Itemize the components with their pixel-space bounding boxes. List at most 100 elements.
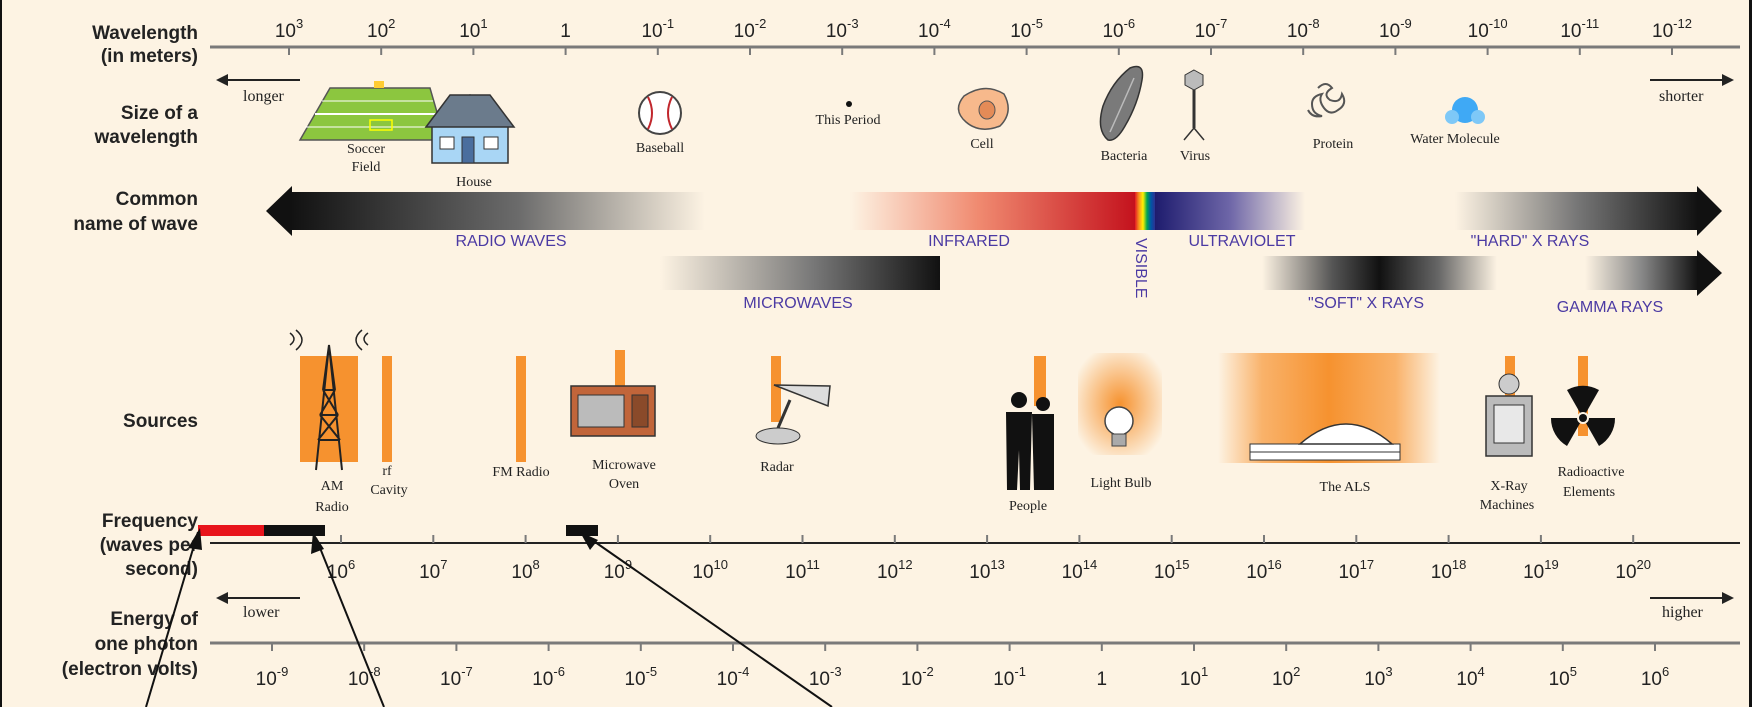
protein-illustration: Protein	[1307, 83, 1353, 152]
energy-tick-label: 10-1	[993, 664, 1026, 690]
fm-radio-label: FM Radio	[492, 465, 549, 480]
ultraviolet-label: ULTRAVIOLET	[1189, 233, 1296, 250]
people-source: People	[1006, 356, 1054, 514]
frequency-tick-label: 1014	[1062, 557, 1098, 583]
frequency-label-line2: (waves per	[100, 535, 199, 556]
energy-tick-label: 103	[1364, 664, 1392, 690]
frequency-tick-label: 1019	[1523, 557, 1559, 583]
protein-label: Protein	[1313, 137, 1353, 152]
am-radio-label-line1: AM	[321, 479, 344, 494]
gamma-rays-label: GAMMA RAYS	[1557, 299, 1663, 316]
common-name-label-line1: Common	[116, 189, 198, 210]
frequency-tick-label: 1010	[692, 557, 728, 583]
wavelength-tick-label: 1	[560, 21, 571, 42]
visible-band: VISIBLE	[1132, 192, 1155, 298]
common-name-label-line2: name of wave	[73, 214, 198, 235]
ultraviolet-band: ULTRAVIOLET	[1155, 192, 1305, 250]
microwave-oven-source: Microwave Oven	[570, 350, 656, 492]
highlight-bar-red	[198, 525, 264, 536]
soccer-field-label-line2: Field	[352, 160, 381, 175]
energy-tick-label: 10-3	[809, 664, 842, 690]
x-ray-machines-label-line2: Machines	[1480, 498, 1534, 513]
radio-waves-label: RADIO WAVES	[455, 233, 566, 250]
sources-label: Sources	[123, 411, 198, 432]
radioactive-elements-label-line2: Elements	[1563, 485, 1615, 500]
microwaves-band: MICROWAVES	[660, 256, 940, 312]
soft-x-rays-band: "SOFT" X RAYS	[1262, 256, 1497, 312]
wavelength-tick-label: 101	[459, 16, 487, 42]
wavelength-tick-label: 10-12	[1652, 16, 1692, 42]
frequency-tick-label: 1020	[1615, 557, 1651, 583]
pointer-line-2	[315, 537, 385, 707]
this-period-label: This Period	[816, 113, 881, 128]
energy-tick-label: 102	[1272, 664, 1300, 690]
radar-label: Radar	[760, 460, 794, 475]
wavelength-tick-label: 10-7	[1195, 16, 1228, 42]
this-period-illustration: This Period	[816, 101, 881, 128]
energy-label-line1: Energy of	[110, 609, 198, 630]
soccer-field-illustration: Soccer Field	[298, 81, 446, 175]
longer-label: longer	[243, 88, 285, 105]
virus-label: Virus	[1180, 149, 1210, 164]
energy-label-line2: one photon	[95, 634, 198, 655]
people-label: People	[1009, 499, 1047, 514]
cell-illustration: Cell	[957, 87, 1009, 152]
row-labels: Wavelength (in meters) Size of a wavelen…	[62, 23, 199, 680]
wavelength-tick-label: 10-6	[1102, 16, 1135, 42]
energy-tick-labels: 10-9 10-8 10-7 10-6 10-5 10-4 10-3 10-2 10-1 1 101…	[256, 643, 1669, 690]
als-source: The ALS	[1218, 353, 1440, 495]
frequency-tick-label: 1016	[1246, 557, 1282, 583]
infrared-band: INFRARED	[850, 192, 1135, 250]
wavelength-tick-label: 103	[275, 16, 303, 42]
wavelength-tick-label: 10-5	[1010, 16, 1043, 42]
als-label: The ALS	[1320, 480, 1371, 495]
soccer-field-label-line1: Soccer	[347, 142, 385, 157]
frequency-tick-label: 1017	[1338, 557, 1374, 583]
energy-tick-label: 104	[1456, 664, 1484, 690]
microwave-oven-label-line1: Microwave	[592, 458, 656, 473]
bacteria-illustration: Bacteria	[1099, 65, 1148, 164]
pointer-arrowhead-1	[188, 528, 202, 550]
pointer-arrowhead-3	[580, 532, 598, 550]
frequency-tick-label: 1011	[785, 557, 820, 583]
radioactive-elements-label-line1: Radioactive	[1558, 465, 1625, 480]
wavelength-tick-label: 10-8	[1287, 16, 1320, 42]
pointer-line-3	[584, 534, 833, 707]
energy-tick-label: 10-5	[624, 664, 657, 690]
wavelength-tick-label: 10-4	[918, 16, 951, 42]
longer-arrow: longer	[216, 74, 300, 105]
wavelength-tick-labels: 103 102 101 1 10-1 10-2 10-3 10-4 10-5 10-6 10-7 10…	[275, 16, 1692, 55]
energy-tick-label: 10-8	[348, 664, 381, 690]
energy-label-line3: (electron volts)	[62, 659, 198, 680]
wavelength-label-line2: (in meters)	[101, 46, 198, 67]
pointer-line-1	[145, 531, 199, 707]
soft-x-rays-label: "SOFT" X RAYS	[1308, 295, 1424, 312]
baseball-label: Baseball	[636, 141, 684, 156]
energy-tick-label: 106	[1641, 664, 1669, 690]
water-molecule-illustration: Water Molecule	[1410, 97, 1500, 147]
wavelength-tick-label: 10-1	[641, 16, 674, 42]
frequency-tick-label: 109	[604, 557, 632, 583]
lower-arrow: lower	[216, 592, 300, 621]
water-molecule-label: Water Molecule	[1410, 132, 1499, 147]
higher-label: higher	[1662, 604, 1704, 621]
energy-tick-label: 10-6	[532, 664, 565, 690]
frequency-tick-label: 1018	[1431, 557, 1467, 583]
hard-x-rays-band: "HARD" X RAYS	[1455, 186, 1722, 250]
frequency-label-line1: Frequency	[102, 511, 199, 532]
pointer-arrowhead-2	[311, 532, 324, 554]
cell-label: Cell	[970, 137, 993, 152]
energy-tick-label: 10-9	[256, 664, 289, 690]
frequency-tick-label: 1015	[1154, 557, 1190, 583]
microwave-oven-label-line2: Oven	[609, 477, 639, 492]
x-ray-machines-source: X-Ray Machines	[1480, 356, 1534, 513]
frequency-tick-label: 1013	[969, 557, 1005, 583]
frequency-label-line3: second)	[125, 559, 198, 580]
highlight-bar-black-2	[566, 525, 598, 536]
wavelength-tick-label: 10-9	[1379, 16, 1412, 42]
fm-radio-source: FM Radio	[492, 356, 550, 480]
highlight-bar-black-1	[264, 525, 325, 536]
baseball-illustration: Baseball	[636, 91, 684, 156]
infrared-label: INFRARED	[928, 233, 1010, 250]
